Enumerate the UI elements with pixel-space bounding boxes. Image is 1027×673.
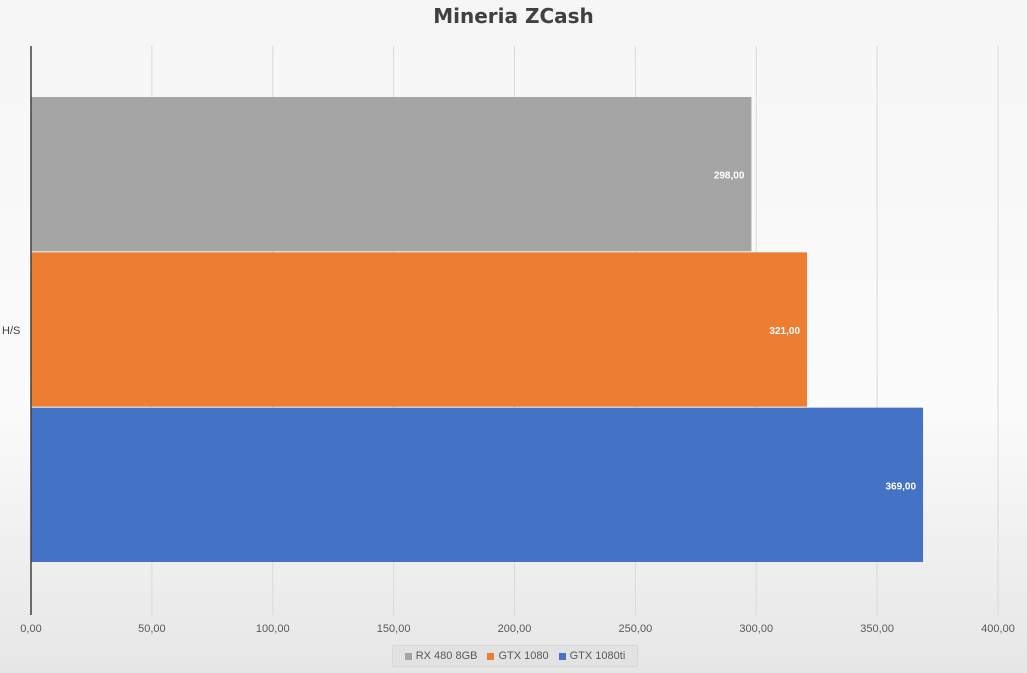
legend-swatch-gtx1080ti [558,652,566,660]
x-tick-label: 50,00 [138,623,166,635]
x-tick-label: 200,00 [498,623,532,635]
data-label: 369,00 [885,481,916,492]
legend-swatch-rx480 [404,652,412,660]
legend-label-gtx1080: GTX 1080 [498,650,549,662]
bar [31,407,924,562]
legend-item-gtx1080: GTX 1080 [487,650,549,662]
x-tick-label: 350,00 [860,623,894,635]
data-label: 298,00 [714,171,745,182]
x-tick-label: 150,00 [377,623,411,635]
x-tick-label: 400,00 [981,623,1015,635]
legend-label-gtx1080ti: GTX 1080ti [569,650,626,662]
data-label: 321,00 [769,326,800,337]
x-tick-label: 300,00 [739,623,773,635]
bar [31,252,808,407]
legend-label-rx480: RX 480 8GB [415,650,478,662]
x-tick-label: 100,00 [256,623,290,635]
bar [31,97,752,252]
legend-item-rx480: RX 480 8GB [404,650,478,662]
legend-item-gtx1080ti: GTX 1080ti [558,650,626,662]
category-label: H/S [2,325,20,337]
x-tick-label: 0,00 [20,623,41,635]
chart-legend: RX 480 8GB GTX 1080 GTX 1080ti [392,645,638,667]
x-tick-label: 250,00 [619,623,653,635]
chart-title: Mineria ZCash [433,4,594,28]
legend-swatch-gtx1080 [487,652,495,660]
